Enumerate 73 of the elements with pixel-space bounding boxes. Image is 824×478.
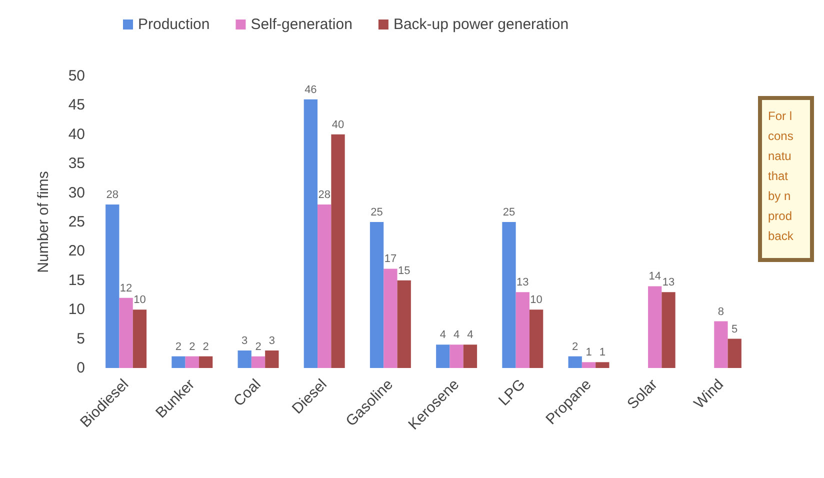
bar <box>463 344 478 368</box>
data-label: 12 <box>120 282 132 294</box>
bar <box>331 134 345 368</box>
data-label: 1 <box>586 346 592 359</box>
bar <box>198 356 213 368</box>
data-label: 2 <box>175 340 182 353</box>
bar <box>516 292 530 368</box>
data-label: 46 <box>304 84 317 96</box>
data-label: 13 <box>662 276 675 289</box>
x-tick-label: LPG <box>495 376 529 410</box>
bar <box>251 356 266 368</box>
data-label: 4 <box>440 329 446 342</box>
data-label: 8 <box>718 306 724 318</box>
bar <box>318 204 332 368</box>
data-label: 28 <box>318 188 330 201</box>
data-label: 17 <box>384 253 397 266</box>
y-tick-label: 20 <box>68 242 85 260</box>
bar <box>648 286 662 368</box>
bar <box>119 298 133 368</box>
y-tick-label: 35 <box>68 155 85 172</box>
bar <box>304 99 318 368</box>
data-label: 3 <box>242 334 248 347</box>
y-tick-label: 50 <box>68 68 85 84</box>
y-tick-label: 0 <box>76 360 85 376</box>
bar <box>185 356 199 368</box>
data-label: 40 <box>332 118 344 131</box>
legend-label: Production <box>138 16 210 33</box>
bar <box>502 222 516 368</box>
data-label: 13 <box>516 276 529 289</box>
data-label: 4 <box>467 329 474 342</box>
bar <box>238 350 252 368</box>
legend-label: Self-generation <box>250 16 352 33</box>
bar <box>436 344 450 368</box>
bar <box>596 362 610 368</box>
y-tick-label: 15 <box>68 272 85 289</box>
bar <box>370 222 384 368</box>
bar <box>568 356 582 368</box>
bar <box>450 344 464 368</box>
data-label: 5 <box>732 323 738 336</box>
bar <box>106 204 120 368</box>
data-label: 3 <box>268 334 275 347</box>
y-tick-label: 40 <box>68 126 85 143</box>
data-label: 15 <box>398 264 410 277</box>
data-label: 4 <box>453 329 460 342</box>
bar <box>582 362 596 368</box>
data-label: 1 <box>599 346 606 359</box>
bar <box>714 321 728 368</box>
bar <box>384 268 398 368</box>
bar <box>529 310 544 368</box>
data-label: 2 <box>189 340 196 353</box>
bar <box>397 280 411 368</box>
data-label: 2 <box>202 340 209 353</box>
y-axis-title: Number of fims <box>35 171 52 273</box>
y-tick-label: 45 <box>68 96 85 114</box>
y-tick-label: 5 <box>76 330 85 348</box>
data-label: 25 <box>502 206 516 218</box>
data-label: 2 <box>255 340 262 353</box>
bar <box>728 338 742 368</box>
bar <box>265 350 279 368</box>
data-label: 10 <box>530 294 542 306</box>
legend-label: Back-up power generation <box>393 16 569 33</box>
data-label: 14 <box>648 270 661 283</box>
bar <box>132 310 147 368</box>
data-label: 28 <box>106 188 119 201</box>
y-tick-label: 25 <box>68 214 85 230</box>
bar <box>662 292 676 368</box>
data-label: 25 <box>370 206 383 218</box>
data-label: 2 <box>572 340 578 353</box>
data-label: 10 <box>134 294 146 306</box>
y-tick-label: 10 <box>68 301 85 318</box>
bar <box>172 356 186 368</box>
text: For l cons natu that by n prod back <box>768 109 794 243</box>
y-tick-label: 30 <box>68 184 85 202</box>
